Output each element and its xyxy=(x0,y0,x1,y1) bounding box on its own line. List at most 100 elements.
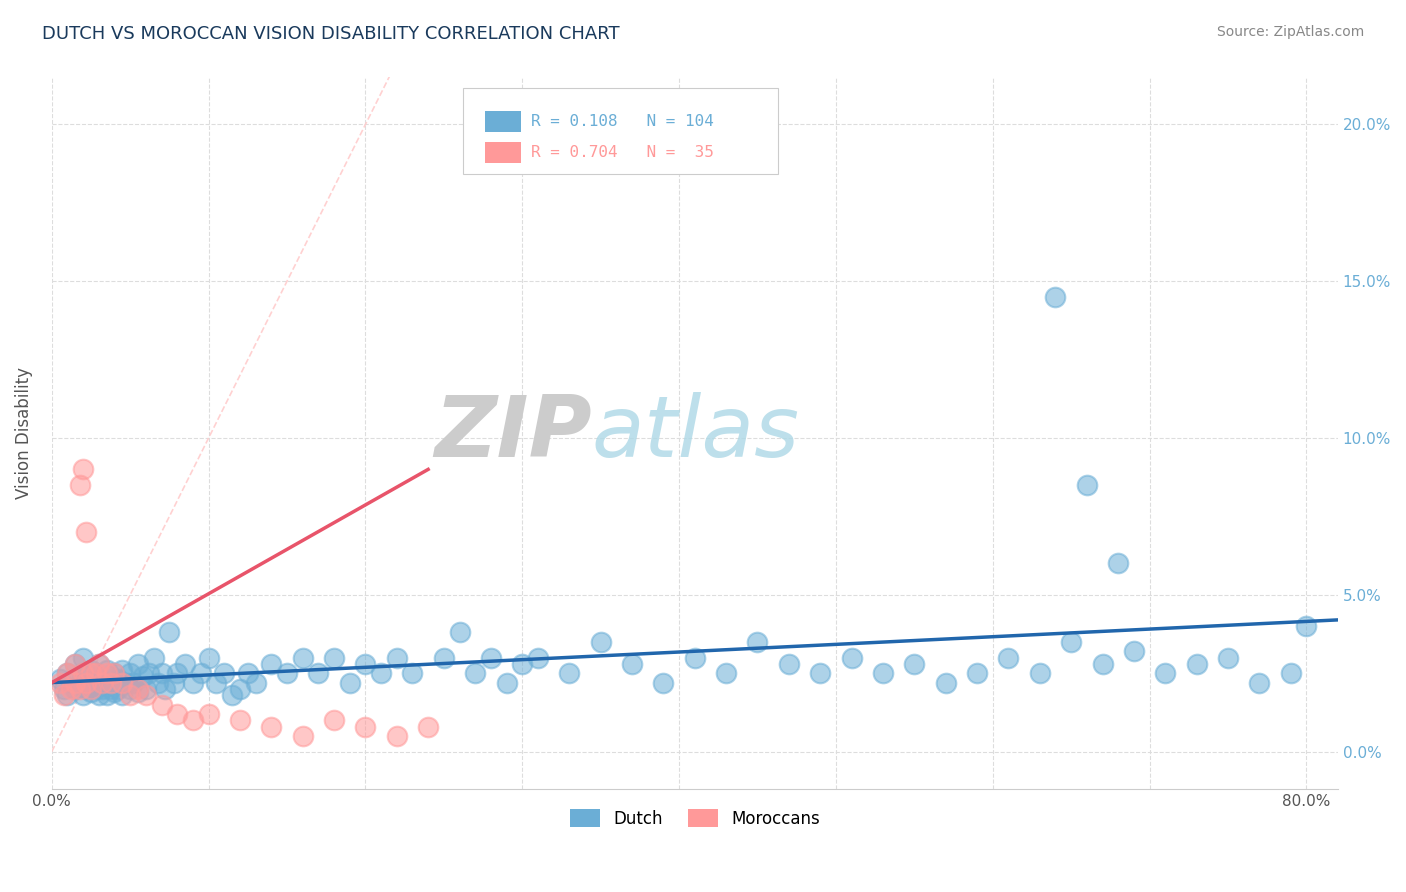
Point xyxy=(111,688,134,702)
Point xyxy=(96,675,118,690)
Point xyxy=(652,675,675,690)
Point xyxy=(163,675,186,690)
Point xyxy=(418,719,440,733)
Point xyxy=(75,681,97,696)
Point xyxy=(69,675,91,690)
Point xyxy=(558,666,581,681)
Point xyxy=(997,650,1019,665)
Point xyxy=(1107,557,1129,571)
Point xyxy=(1249,675,1271,690)
Point xyxy=(84,666,107,681)
Point xyxy=(1122,644,1144,658)
Point xyxy=(1216,650,1239,665)
FancyBboxPatch shape xyxy=(485,142,522,163)
Point xyxy=(433,650,456,665)
Point xyxy=(464,666,486,681)
Point xyxy=(214,666,236,681)
Point xyxy=(87,657,110,671)
Point xyxy=(115,675,138,690)
Point xyxy=(127,657,149,671)
Point xyxy=(96,666,118,681)
Point xyxy=(111,675,134,690)
Point xyxy=(96,688,118,702)
Point xyxy=(65,657,87,671)
Point xyxy=(621,657,644,671)
Point xyxy=(385,650,408,665)
Point xyxy=(174,657,197,671)
Point xyxy=(138,666,160,681)
Point xyxy=(260,657,283,671)
FancyBboxPatch shape xyxy=(463,88,779,174)
Point xyxy=(127,681,149,696)
Point xyxy=(354,719,377,733)
Point xyxy=(401,666,423,681)
Point xyxy=(91,681,114,696)
Point xyxy=(80,666,103,681)
Point xyxy=(370,666,392,681)
Point xyxy=(80,681,103,696)
Point xyxy=(221,688,243,702)
Point xyxy=(1076,478,1098,492)
Point xyxy=(135,681,157,696)
Point xyxy=(69,478,91,492)
Point xyxy=(778,657,800,671)
Point xyxy=(323,650,346,665)
Point xyxy=(127,685,149,699)
Point xyxy=(190,666,212,681)
Point xyxy=(150,698,173,712)
Y-axis label: Vision Disability: Vision Disability xyxy=(15,368,32,500)
Point xyxy=(683,650,706,665)
Point xyxy=(872,666,894,681)
Point xyxy=(291,650,314,665)
Point xyxy=(449,625,471,640)
Point xyxy=(276,666,298,681)
Point xyxy=(56,666,79,681)
Point xyxy=(84,666,107,681)
Point xyxy=(59,681,82,696)
Point xyxy=(87,657,110,671)
Point xyxy=(80,675,103,690)
Point xyxy=(65,657,87,671)
Point xyxy=(841,650,863,665)
Point xyxy=(75,675,97,690)
Point xyxy=(72,650,94,665)
Text: Source: ZipAtlas.com: Source: ZipAtlas.com xyxy=(1216,25,1364,39)
Point xyxy=(153,681,176,696)
Point xyxy=(132,669,155,683)
Point xyxy=(323,713,346,727)
Point xyxy=(1295,619,1317,633)
Point xyxy=(135,688,157,702)
Point xyxy=(48,673,70,687)
Point xyxy=(197,706,219,721)
Point xyxy=(166,706,188,721)
Text: R = 0.108   N = 104: R = 0.108 N = 104 xyxy=(531,114,714,129)
Point xyxy=(100,675,122,690)
Point xyxy=(1279,666,1302,681)
Point xyxy=(495,675,517,690)
Point xyxy=(75,525,97,540)
Point xyxy=(157,625,180,640)
Point xyxy=(84,681,107,696)
Point xyxy=(229,713,252,727)
Point xyxy=(354,657,377,671)
Point xyxy=(903,657,925,671)
Point xyxy=(87,688,110,702)
Point xyxy=(181,675,204,690)
Point xyxy=(229,681,252,696)
Point xyxy=(935,675,957,690)
Point xyxy=(1185,657,1208,671)
Point xyxy=(65,675,87,690)
Point xyxy=(107,673,129,687)
Point xyxy=(714,666,737,681)
Point xyxy=(120,666,142,681)
Point xyxy=(53,681,76,696)
Point xyxy=(80,685,103,699)
Point xyxy=(307,666,329,681)
Point xyxy=(69,681,91,696)
Point xyxy=(245,675,267,690)
Point xyxy=(120,681,142,696)
Point xyxy=(510,657,533,671)
Point xyxy=(479,650,502,665)
Point xyxy=(120,688,142,702)
Point xyxy=(72,666,94,681)
